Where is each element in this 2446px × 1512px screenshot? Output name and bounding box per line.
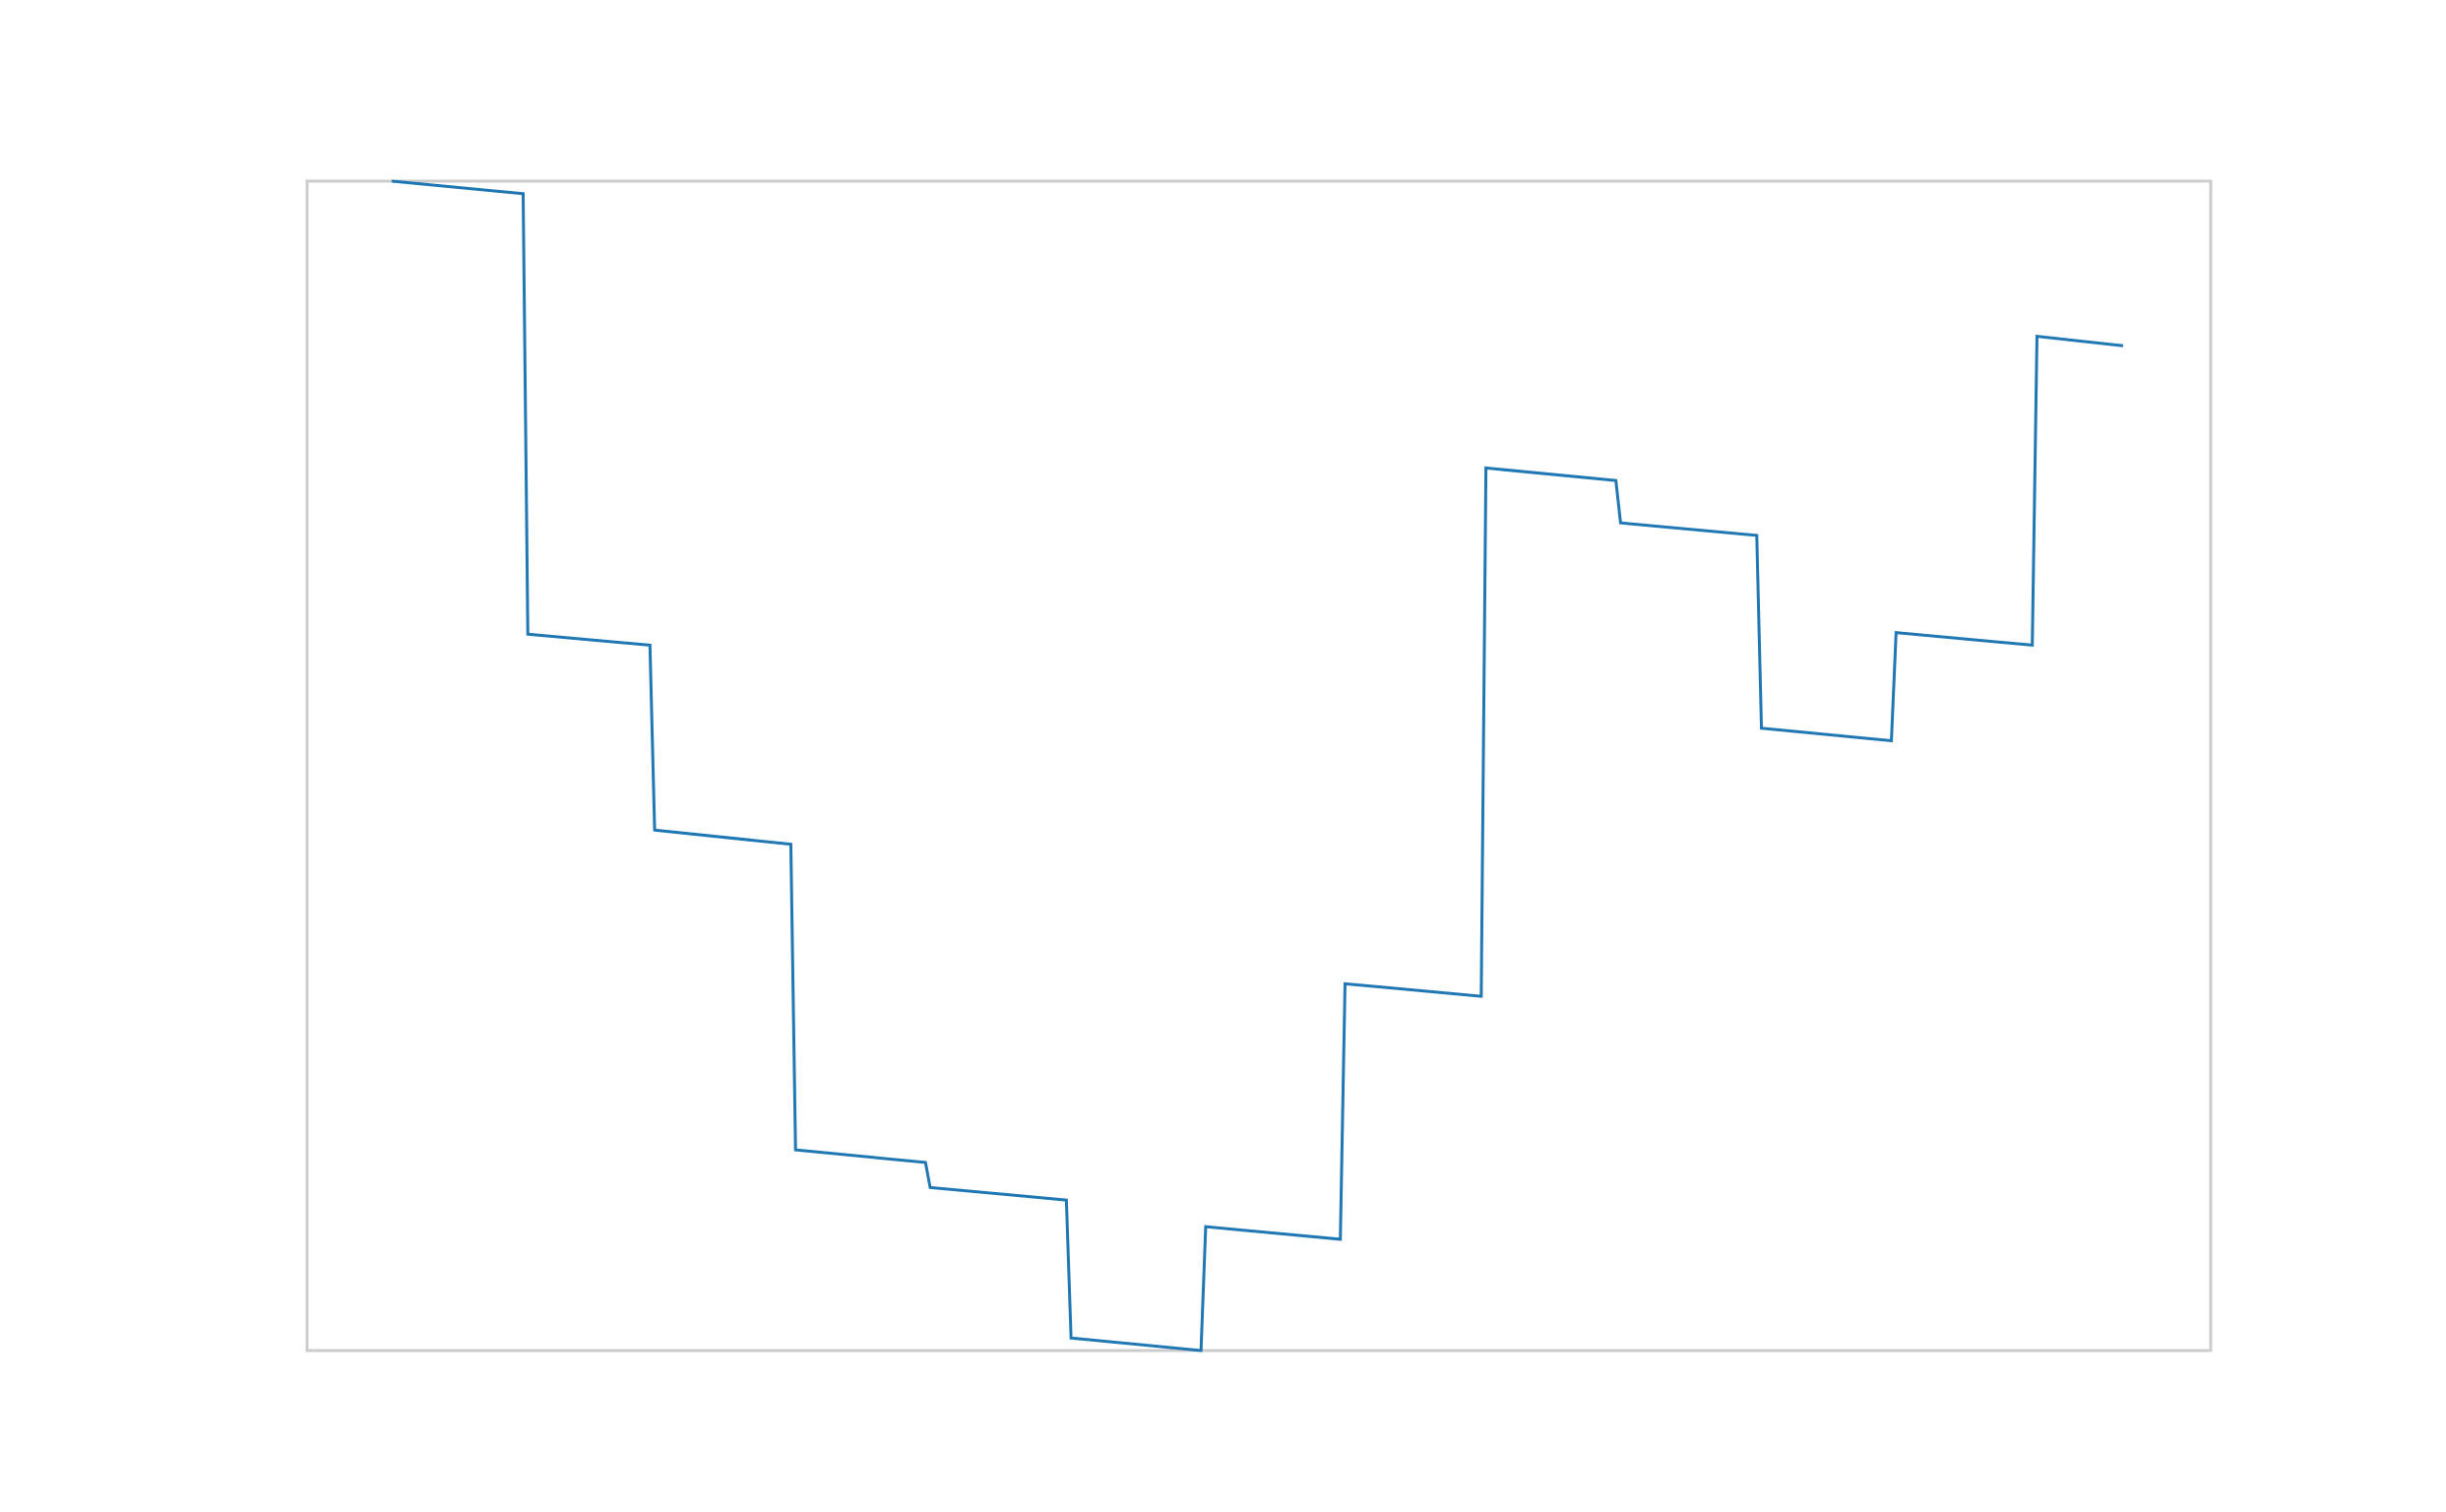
series-layer bbox=[391, 179, 2124, 1353]
plot-area-frame bbox=[305, 179, 2213, 1353]
series-line-1 bbox=[391, 179, 2124, 1353]
